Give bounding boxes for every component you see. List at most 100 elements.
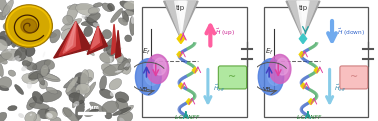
Polygon shape	[91, 27, 99, 48]
Text: $\vec{H}$ (up): $\vec{H}$ (up)	[215, 26, 235, 38]
Ellipse shape	[25, 9, 42, 18]
Ellipse shape	[269, 54, 291, 83]
Ellipse shape	[100, 53, 114, 63]
Ellipse shape	[23, 56, 32, 67]
Text: tip: tip	[176, 5, 186, 11]
Ellipse shape	[38, 109, 51, 119]
Ellipse shape	[135, 59, 161, 95]
Ellipse shape	[12, 30, 30, 42]
Ellipse shape	[0, 55, 7, 64]
Ellipse shape	[125, 35, 132, 42]
Ellipse shape	[12, 37, 30, 48]
Ellipse shape	[61, 29, 73, 40]
Ellipse shape	[267, 64, 282, 85]
Ellipse shape	[120, 1, 139, 12]
Ellipse shape	[82, 15, 87, 19]
Ellipse shape	[40, 64, 49, 76]
Ellipse shape	[60, 54, 63, 58]
Ellipse shape	[74, 79, 87, 94]
Ellipse shape	[99, 89, 113, 99]
Ellipse shape	[258, 59, 284, 95]
Ellipse shape	[76, 83, 90, 94]
Bar	[78, 112, 105, 114]
Ellipse shape	[45, 111, 57, 120]
Ellipse shape	[20, 36, 28, 52]
Ellipse shape	[122, 58, 129, 70]
Ellipse shape	[113, 107, 131, 116]
Polygon shape	[288, 1, 318, 38]
Ellipse shape	[63, 108, 79, 121]
Text: $\vec{H}$ (down): $\vec{H}$ (down)	[337, 26, 365, 38]
Ellipse shape	[124, 64, 127, 67]
Ellipse shape	[93, 3, 102, 7]
Ellipse shape	[43, 52, 45, 57]
Ellipse shape	[45, 107, 57, 119]
Ellipse shape	[103, 64, 124, 76]
Ellipse shape	[80, 70, 89, 91]
Ellipse shape	[20, 25, 29, 37]
Ellipse shape	[100, 76, 107, 91]
Ellipse shape	[87, 12, 100, 22]
Ellipse shape	[25, 46, 35, 56]
Text: tip: tip	[299, 5, 308, 11]
Ellipse shape	[16, 58, 21, 61]
Ellipse shape	[118, 57, 131, 74]
Ellipse shape	[102, 30, 112, 39]
Polygon shape	[308, 99, 313, 105]
Polygon shape	[299, 34, 307, 44]
Ellipse shape	[102, 3, 113, 12]
Ellipse shape	[131, 16, 136, 24]
Ellipse shape	[75, 73, 88, 84]
Ellipse shape	[64, 77, 80, 88]
Ellipse shape	[76, 3, 98, 16]
Ellipse shape	[117, 111, 133, 121]
Text: VB: VB	[263, 87, 271, 92]
Ellipse shape	[0, 64, 3, 77]
Ellipse shape	[111, 8, 122, 23]
Ellipse shape	[27, 96, 37, 110]
Ellipse shape	[62, 107, 72, 117]
Ellipse shape	[83, 70, 94, 83]
Ellipse shape	[40, 90, 62, 102]
Ellipse shape	[73, 32, 81, 36]
Ellipse shape	[0, 85, 9, 91]
Polygon shape	[63, 22, 76, 53]
Ellipse shape	[81, 21, 98, 26]
Ellipse shape	[115, 92, 129, 102]
Ellipse shape	[88, 7, 100, 14]
Ellipse shape	[119, 118, 125, 121]
Ellipse shape	[50, 117, 61, 121]
Ellipse shape	[0, 39, 8, 50]
Ellipse shape	[39, 73, 60, 82]
Ellipse shape	[32, 91, 43, 104]
Ellipse shape	[5, 29, 9, 35]
Ellipse shape	[115, 70, 122, 73]
Ellipse shape	[116, 98, 128, 112]
Ellipse shape	[67, 4, 78, 22]
Ellipse shape	[11, 27, 32, 37]
Polygon shape	[66, 22, 76, 51]
Ellipse shape	[101, 63, 117, 75]
Polygon shape	[166, 1, 196, 38]
Ellipse shape	[33, 60, 51, 70]
FancyBboxPatch shape	[340, 66, 368, 89]
Ellipse shape	[0, 77, 12, 88]
Ellipse shape	[66, 86, 80, 98]
Ellipse shape	[109, 79, 122, 90]
Ellipse shape	[125, 63, 130, 67]
Ellipse shape	[72, 90, 80, 108]
Polygon shape	[314, 67, 319, 73]
Ellipse shape	[3, 5, 10, 15]
Ellipse shape	[12, 55, 20, 61]
Ellipse shape	[84, 26, 93, 37]
Ellipse shape	[124, 1, 138, 10]
Ellipse shape	[116, 52, 124, 63]
Ellipse shape	[106, 46, 116, 56]
Polygon shape	[301, 83, 306, 89]
Text: L-CMNFF: L-CMNFF	[174, 115, 200, 120]
Ellipse shape	[27, 82, 32, 89]
Ellipse shape	[73, 101, 79, 107]
Ellipse shape	[26, 62, 37, 70]
Ellipse shape	[118, 59, 131, 70]
Polygon shape	[192, 67, 197, 73]
